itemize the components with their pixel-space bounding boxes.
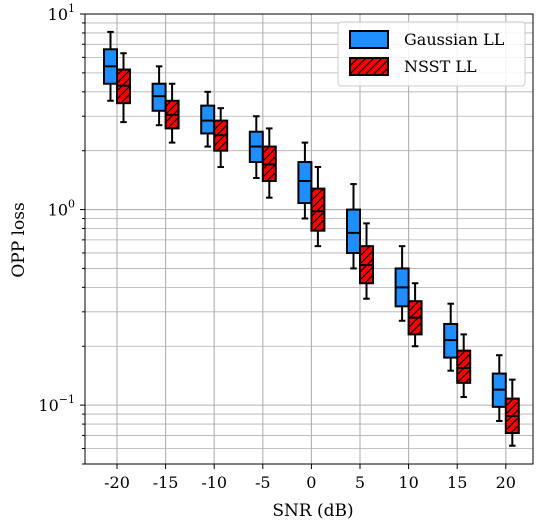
boxplot-item: [346, 183, 361, 270]
y-tick-label: 101: [48, 2, 75, 24]
boxplot-item: [116, 52, 131, 124]
box-iqr: [297, 161, 313, 205]
x-tick-label: -5: [255, 473, 271, 492]
x-tick-label: 15: [447, 473, 467, 492]
x-axis-label: SNR (dB): [272, 501, 353, 521]
box-iqr: [310, 187, 326, 232]
x-tick-label: -15: [153, 473, 179, 492]
legend-label: NSST LL: [404, 57, 477, 76]
box-layer: [103, 30, 520, 447]
boxplot-item: [443, 302, 459, 372]
boxplot-item: [359, 222, 374, 300]
series-gaussian-ll: [103, 30, 507, 422]
boxplot-item: [151, 65, 167, 127]
boxplot-item: [310, 166, 326, 248]
y-tick-label: 100: [48, 198, 75, 220]
y-axis-label: OPP loss: [9, 202, 29, 277]
x-tick-label: -10: [201, 473, 227, 492]
boxplot-item: [248, 115, 264, 180]
box-iqr: [456, 349, 472, 384]
plot-frame: [84, 13, 534, 465]
box-iqr: [151, 82, 167, 112]
box-iqr: [346, 208, 361, 254]
legend: Gaussian LL NSST LL: [337, 21, 526, 87]
x-tick-label: 10: [398, 473, 418, 492]
x-tick-label: -20: [104, 473, 130, 492]
boxplot-item: [504, 378, 520, 447]
x-tick-label: 5: [355, 473, 365, 492]
legend-swatch: [349, 30, 389, 49]
boxplot-item: [394, 245, 410, 322]
x-tick-label: 20: [496, 473, 516, 492]
boxplot-item: [456, 333, 472, 399]
legend-swatch: [349, 57, 389, 76]
boxplot-item: [407, 282, 423, 348]
boxplot-item: [103, 30, 118, 102]
boxplot-item: [261, 127, 277, 199]
y-tick-label: 10−1: [38, 393, 75, 415]
legend-label: Gaussian LL: [404, 30, 505, 49]
box-iqr: [200, 104, 216, 135]
boxplot-item: [491, 354, 507, 422]
series-nsst-ll: [116, 52, 520, 447]
x-tick-label: 0: [306, 473, 316, 492]
boxplot-item: [213, 107, 229, 169]
tick-layer: 101 100 10−1 -20 -15 -10 -5 0 5 10 15 20: [38, 2, 516, 492]
boxplot-item: [200, 90, 216, 148]
boxplot-item: [164, 82, 180, 144]
boxplot-item: [297, 141, 313, 220]
